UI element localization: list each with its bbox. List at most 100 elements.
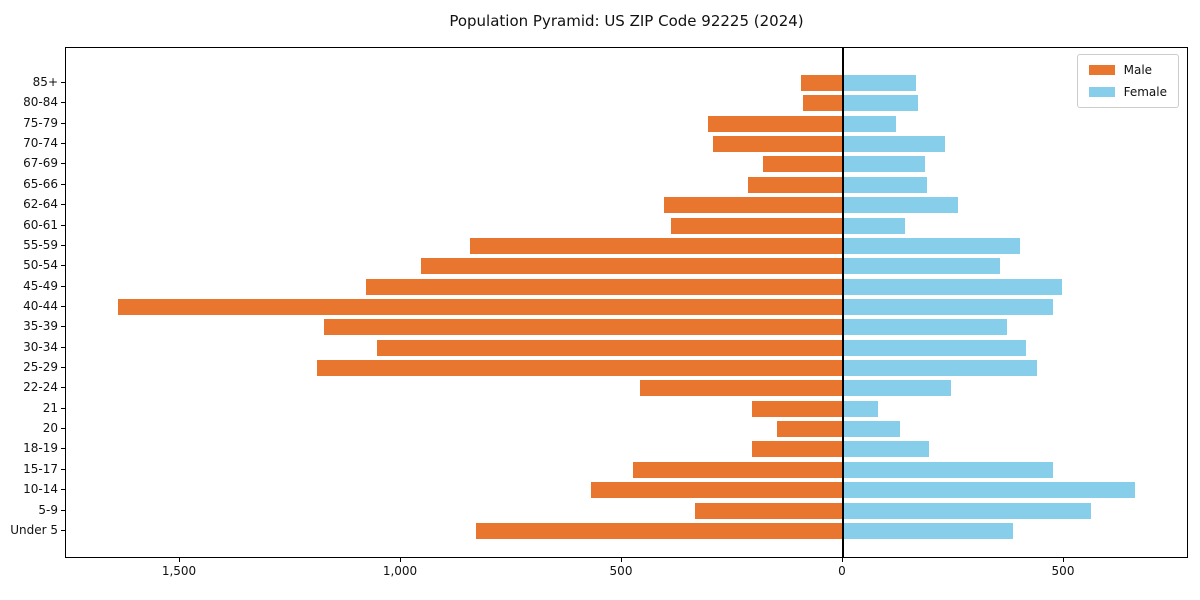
legend-label-male: Male bbox=[1123, 63, 1153, 77]
y-tick-label-30-34: 30-34 bbox=[23, 339, 58, 354]
x-tick-label-4: 500 bbox=[1051, 564, 1075, 578]
y-tick-mark-5-9 bbox=[61, 509, 65, 511]
y-tick-mark-25-29 bbox=[61, 367, 65, 369]
y-tick-mark-50-54 bbox=[61, 265, 65, 267]
male-color-swatch-icon bbox=[1088, 65, 1115, 75]
legend: Male Female bbox=[1076, 54, 1179, 108]
x-tick-mark-4 bbox=[1063, 558, 1064, 562]
y-tick-label-75-79: 75-79 bbox=[23, 115, 58, 130]
chart-title: Population Pyramid: US ZIP Code 92225 (2… bbox=[449, 12, 804, 30]
y-tick-label-15-17: 15-17 bbox=[23, 461, 58, 476]
bar-female-25-29 bbox=[843, 360, 1038, 377]
y-tick-mark-35-39 bbox=[61, 326, 65, 328]
bar-female-15-17 bbox=[843, 461, 1053, 478]
female-color-swatch-icon bbox=[1088, 87, 1115, 97]
bar-female-75-79 bbox=[843, 115, 897, 132]
y-tick-label-20: 20 bbox=[42, 421, 58, 436]
bar-male-35-39 bbox=[323, 319, 843, 336]
y-tick-label-70-74: 70-74 bbox=[23, 136, 58, 151]
bar-male-18-19 bbox=[752, 441, 843, 458]
bar-male-45-49 bbox=[365, 278, 843, 295]
y-tick-label-55-59: 55-59 bbox=[23, 237, 58, 252]
y-tick-label-60-61: 60-61 bbox=[23, 217, 58, 232]
bar-male-55-59 bbox=[469, 237, 843, 254]
bar-female-65-66 bbox=[843, 176, 927, 193]
zero-axis-line bbox=[842, 48, 844, 557]
bar-female-60-61 bbox=[843, 217, 905, 234]
bar-male-80-84 bbox=[803, 95, 843, 112]
bar-male-60-61 bbox=[670, 217, 843, 234]
bar-male-22-24 bbox=[639, 380, 843, 397]
bar-male-15-17 bbox=[633, 461, 843, 478]
y-tick-label-25-29: 25-29 bbox=[23, 360, 58, 375]
x-tick-mark-3 bbox=[842, 558, 843, 562]
bar-male-21 bbox=[752, 400, 843, 417]
y-tick-label-under-5: Under 5 bbox=[10, 522, 58, 537]
bar-female-30-34 bbox=[843, 339, 1027, 356]
y-tick-mark-22-24 bbox=[61, 387, 65, 389]
y-tick-mark-45-49 bbox=[61, 285, 65, 287]
y-tick-mark-62-64 bbox=[61, 204, 65, 206]
y-tick-mark-75-79 bbox=[61, 122, 65, 124]
y-tick-label-5-9: 5-9 bbox=[38, 502, 58, 517]
y-tick-label-85+: 85+ bbox=[32, 75, 58, 89]
y-tick-mark-40-44 bbox=[61, 305, 65, 307]
bar-male-20 bbox=[776, 421, 843, 438]
y-tick-mark-55-59 bbox=[61, 244, 65, 246]
y-tick-label-40-44: 40-44 bbox=[23, 298, 58, 313]
y-tick-mark-65-66 bbox=[61, 183, 65, 185]
bar-male-50-54 bbox=[420, 258, 843, 275]
legend-label-female: Female bbox=[1123, 85, 1167, 99]
bar-female-40-44 bbox=[843, 298, 1053, 315]
x-tick-label-3: 0 bbox=[838, 564, 846, 578]
bar-male-under-5 bbox=[476, 522, 843, 539]
y-tick-mark-15-17 bbox=[61, 468, 65, 470]
bar-male-75-79 bbox=[708, 115, 843, 132]
y-tick-mark-70-74 bbox=[61, 143, 65, 145]
bar-female-35-39 bbox=[843, 319, 1007, 336]
bar-male-70-74 bbox=[712, 136, 843, 153]
bar-female-20 bbox=[843, 421, 901, 438]
bar-female-62-64 bbox=[843, 197, 958, 214]
bar-female-18-19 bbox=[843, 441, 930, 458]
bar-female-10-14 bbox=[843, 482, 1135, 499]
y-tick-mark-85+ bbox=[61, 82, 65, 83]
y-tick-mark-10-14 bbox=[61, 489, 65, 491]
y-tick-label-10-14: 10-14 bbox=[23, 482, 58, 497]
bar-male-5-9 bbox=[694, 502, 843, 519]
bar-male-67-69 bbox=[763, 156, 843, 173]
y-tick-label-65-66: 65-66 bbox=[23, 176, 58, 191]
bar-female-80-84 bbox=[843, 95, 919, 112]
bar-male-85+ bbox=[801, 75, 843, 91]
y-tick-label-22-24: 22-24 bbox=[23, 380, 58, 395]
bar-female-22-24 bbox=[843, 380, 952, 397]
bar-male-62-64 bbox=[663, 197, 843, 214]
y-tick-label-35-39: 35-39 bbox=[23, 319, 58, 334]
y-tick-mark-under-5 bbox=[61, 529, 65, 531]
x-tick-mark-0 bbox=[179, 558, 180, 562]
y-tick-label-18-19: 18-19 bbox=[23, 441, 58, 456]
x-tick-mark-2 bbox=[621, 558, 622, 562]
bar-male-65-66 bbox=[747, 176, 843, 193]
bar-female-21 bbox=[843, 400, 879, 417]
bar-female-55-59 bbox=[843, 237, 1020, 254]
bar-male-25-29 bbox=[317, 360, 843, 377]
bar-male-40-44 bbox=[118, 298, 843, 315]
bar-female-45-49 bbox=[843, 278, 1062, 295]
y-tick-mark-21 bbox=[61, 407, 65, 409]
bar-male-30-34 bbox=[376, 339, 843, 356]
bar-female-85+ bbox=[843, 75, 916, 91]
bar-female-67-69 bbox=[843, 156, 925, 173]
legend-item-male: Male bbox=[1088, 63, 1167, 77]
y-tick-mark-20 bbox=[61, 428, 65, 430]
x-tick-label-2: 500 bbox=[609, 564, 633, 578]
x-tick-label-1: 1,000 bbox=[382, 564, 418, 578]
bar-male-10-14 bbox=[591, 482, 843, 499]
y-tick-label-50-54: 50-54 bbox=[23, 258, 58, 273]
y-tick-mark-60-61 bbox=[61, 224, 65, 226]
y-tick-label-80-84: 80-84 bbox=[23, 95, 58, 110]
legend-item-female: Female bbox=[1088, 85, 1167, 99]
x-tick-label-0: 1,500 bbox=[161, 564, 197, 578]
x-tick-mark-1 bbox=[400, 558, 401, 562]
